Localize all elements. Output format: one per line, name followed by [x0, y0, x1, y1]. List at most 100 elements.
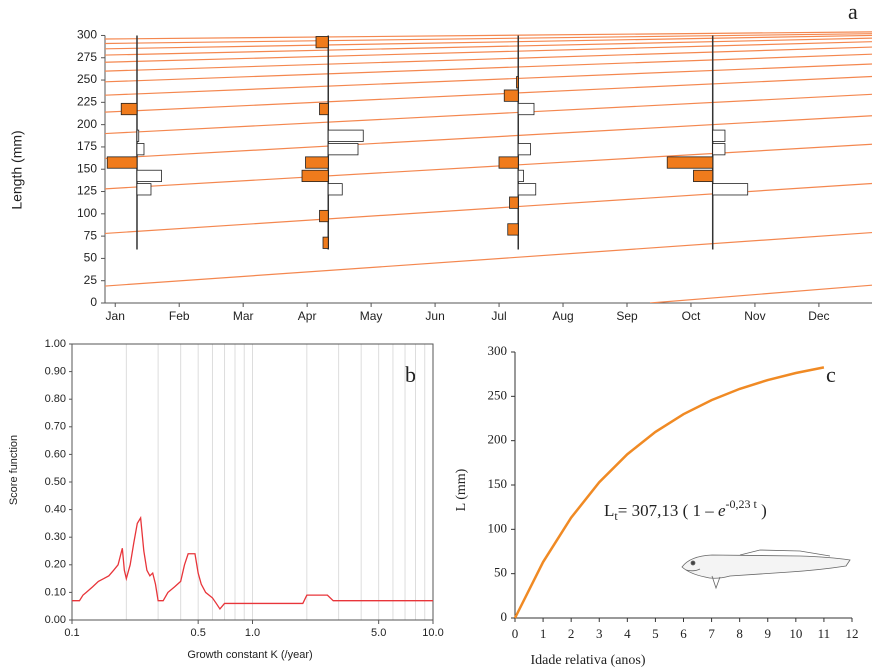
y-tick-label: 300 [488, 343, 508, 358]
x-axis-title: Growth constant K (/year) [187, 649, 312, 661]
frequency-bar [301, 169, 329, 183]
y-tick-label: 75 [84, 228, 98, 242]
frequency-bar [712, 143, 726, 156]
equation-part: ) [757, 501, 767, 520]
x-axis-title: Idade relativa (anos) [530, 653, 645, 668]
x-tick-label: 0.5 [191, 627, 206, 639]
growth-curve [105, 37, 872, 56]
y-tick-label: 0.50 [45, 476, 66, 488]
y-tick-label: 100 [488, 520, 508, 535]
frequency-bar [498, 156, 519, 169]
y-tick-label: 0 [90, 295, 97, 309]
x-tick-label: 12 [846, 626, 859, 641]
frequency-bar [319, 102, 329, 116]
x-tick-label: Feb [169, 309, 190, 323]
y-tick-label: 0.30 [45, 531, 66, 543]
x-tick-label: 11 [818, 626, 831, 641]
y-tick-label: 0.80 [45, 393, 66, 405]
fish-illustration [681, 549, 851, 590]
equation-part: L [604, 501, 614, 520]
y-tick-label: 0.40 [45, 504, 66, 516]
y-tick-label: 250 [77, 72, 97, 86]
x-tick-label: Mar [233, 309, 254, 323]
frequency-bar [327, 183, 343, 196]
equation-part: -0,23 t [726, 497, 758, 511]
x-tick-label: 4 [624, 626, 631, 641]
panel-label: b [405, 362, 416, 387]
frequency-bar [315, 36, 329, 49]
x-tick-label: 9 [765, 626, 772, 641]
panel-label: c [826, 362, 836, 387]
frequency-bar [503, 89, 519, 102]
score-line [72, 515, 433, 611]
x-tick-label: Jun [425, 309, 444, 323]
y-tick-label: 275 [77, 50, 97, 64]
y-tick-label: 0 [501, 609, 508, 624]
equation-part: = 307,13 ( 1 – [618, 501, 718, 520]
frequency-bar [327, 143, 359, 156]
equation: Lt= 307,13 ( 1 – e-0,23 t ) [604, 497, 767, 523]
frequency-bar [136, 169, 162, 183]
y-tick-label: 100 [77, 206, 97, 220]
x-tick-label: Dec [808, 309, 829, 323]
y-tick-label: 225 [77, 95, 97, 109]
frequency-bar [517, 169, 524, 183]
panel-label: a [848, 0, 858, 24]
x-tick-label: Jan [106, 309, 125, 323]
y-tick-label: 125 [77, 184, 97, 198]
frequency-bar [319, 209, 329, 223]
frequency-bar [666, 156, 714, 169]
y-tick-label: 25 [84, 273, 98, 287]
frequency-bar [517, 183, 537, 196]
frequency-bar [136, 129, 140, 142]
y-tick-label: 50 [84, 251, 98, 265]
growth-curve [105, 93, 872, 135]
y-tick-label: 1.00 [45, 338, 66, 350]
growth-line [513, 366, 825, 619]
y-tick-label: 300 [77, 28, 97, 42]
y-tick-label: 0.00 [45, 614, 66, 626]
y-axis-title: L (mm) [454, 468, 469, 511]
growth-curve [105, 182, 872, 235]
x-tick-label: Aug [552, 309, 573, 323]
y-tick-label: 150 [77, 161, 97, 175]
frequency-bar [106, 156, 138, 169]
y-tick-label: 200 [488, 432, 508, 447]
x-tick-label: 6 [680, 626, 687, 641]
frequency-bar [509, 196, 519, 209]
x-tick-label: Nov [744, 309, 765, 323]
growth-curve [105, 41, 872, 63]
growth-curve [105, 143, 872, 190]
frequency-bar [517, 143, 531, 156]
x-tick-label: Sep [616, 309, 638, 323]
x-tick-label: 10 [789, 626, 802, 641]
x-tick-label: 0.1 [64, 627, 79, 639]
frequency-bar [136, 183, 152, 196]
growth-curve [105, 53, 872, 83]
y-tick-label: 175 [77, 139, 97, 153]
equation-part: e [718, 501, 726, 520]
frequency-bar [712, 183, 749, 196]
growth-curve [105, 46, 872, 72]
y-tick-label: 200 [77, 117, 97, 131]
frequency-bar [305, 156, 329, 169]
y-tick-label: 0.10 [45, 586, 66, 598]
x-tick-label: Jul [491, 309, 506, 323]
frequency-bar [327, 129, 364, 142]
x-tick-label: 10.0 [422, 627, 443, 639]
x-tick-label: 5.0 [371, 627, 386, 639]
growth-curve [105, 75, 872, 113]
x-tick-label: Apr [298, 309, 317, 323]
x-tick-label: Oct [682, 309, 701, 323]
x-tick-label: 5 [652, 626, 659, 641]
x-tick-label: 7 [708, 626, 715, 641]
frequency-bar [507, 223, 519, 236]
y-tick-label: 50 [494, 565, 507, 580]
y-tick-label: 0.60 [45, 448, 66, 460]
growth-curve [105, 31, 872, 40]
frequency-bar [693, 169, 714, 183]
growth-curves [105, 31, 872, 303]
y-axis-title: Length (mm) [9, 130, 25, 209]
y-tick-label: 0.20 [45, 559, 66, 571]
